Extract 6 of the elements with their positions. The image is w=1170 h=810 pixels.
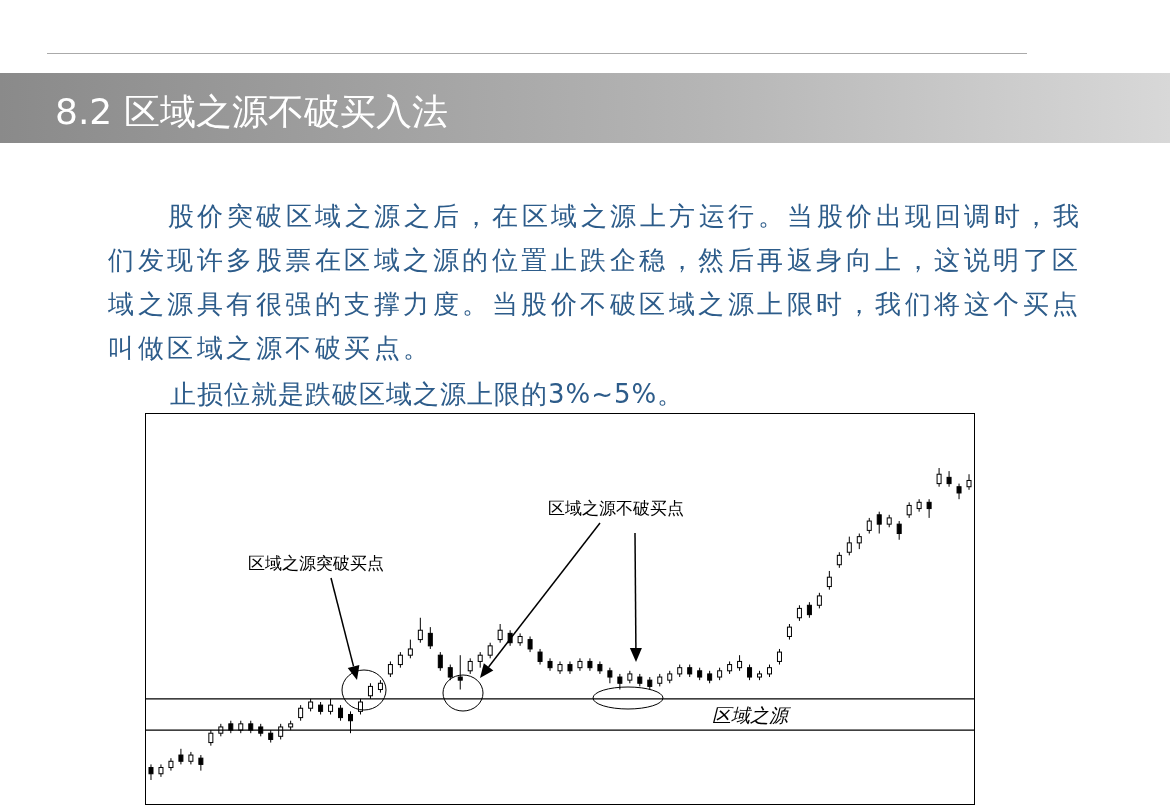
annotation: 区域之源不破买点 — [548, 497, 684, 520]
text: 止损位就是跌破区域之源上限的3%~5%。 — [170, 378, 685, 411]
chart-title: 8.2 区域之源不破买入法 — [55, 90, 448, 134]
text: 股价突破区域之源之后，在区域之源上方运行。当股价出现回调时，我们发现许多股票在区域之源的位置止跌企稳，然后再返身向上，这说明了区域之源具有很强的支撑力度。当股价不破区域之源上限时，我们将这个买点叫做区域之源不破买点。 — [108, 200, 1084, 365]
annotation: 区域之源突破买点 — [248, 552, 384, 575]
ref-line-label: 区域之源 — [712, 704, 792, 727]
